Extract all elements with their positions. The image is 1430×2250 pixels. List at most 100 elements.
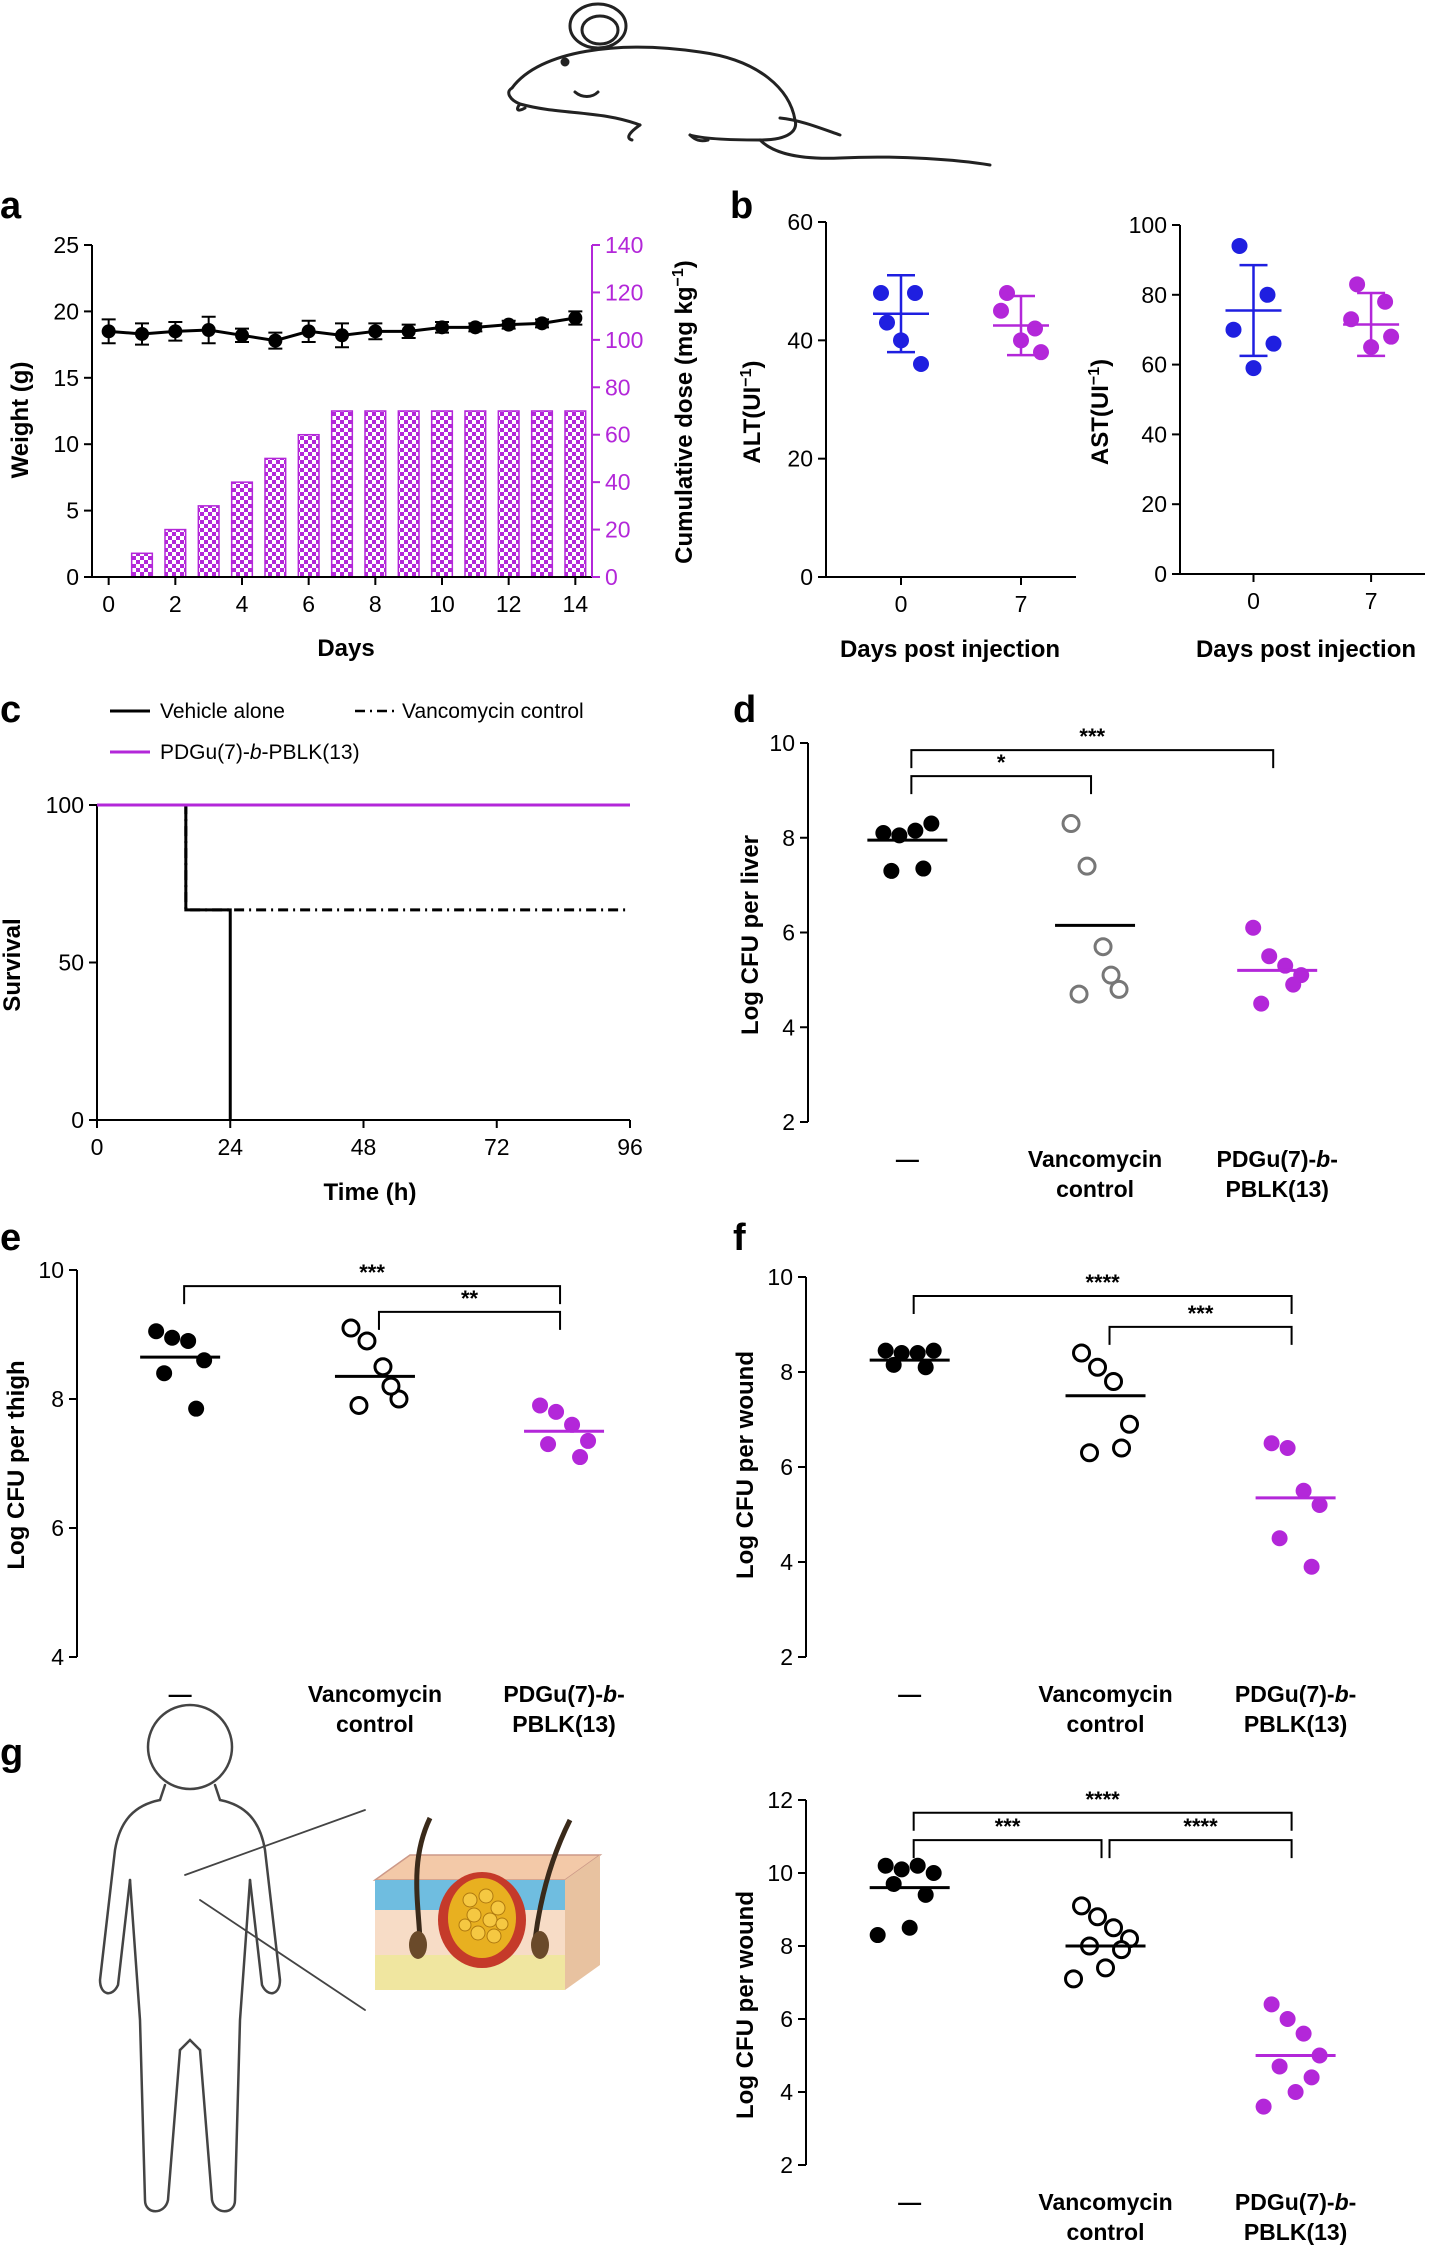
c-legend-vanco: Vancomycin control <box>402 700 584 723</box>
e-point <box>349 1395 369 1415</box>
d-point <box>883 862 900 879</box>
e-point <box>357 1331 377 1351</box>
g-point <box>909 1857 926 1874</box>
e-point <box>572 1449 589 1466</box>
a-weight-point <box>301 324 316 339</box>
panel-label-b: b <box>730 185 753 227</box>
f-point <box>1263 1435 1280 1452</box>
e-point <box>341 1318 361 1338</box>
d-sig-label: * <box>997 750 1006 775</box>
g-point <box>1295 2025 1312 2042</box>
f-ytick-label: 10 <box>767 1264 793 1290</box>
e-point <box>548 1403 565 1420</box>
g-point <box>1263 1996 1280 2013</box>
a-weight-point <box>435 320 449 335</box>
b1-point <box>1027 320 1043 337</box>
g-point <box>869 1927 886 1944</box>
e-point <box>580 1432 597 1449</box>
c-ytick-label: 0 <box>71 1107 84 1133</box>
a-y2tick-label: 100 <box>605 327 643 353</box>
f-point <box>925 1342 942 1359</box>
g-point <box>1279 2011 1296 2027</box>
e-point <box>164 1329 181 1346</box>
b2-y-label-sup: −1 <box>1086 367 1103 385</box>
e-ytick-label: 10 <box>38 1257 64 1283</box>
panel-label-c: c <box>0 689 21 731</box>
f-cat-label-line2: control <box>1067 1711 1145 1737</box>
g-sig-bracket <box>912 1839 1103 1859</box>
panel-label-g: g <box>0 1732 23 1774</box>
d-point <box>1077 856 1097 876</box>
a-dose-bar <box>397 410 420 578</box>
skin-wound-section-icon <box>372 1816 603 1990</box>
d-point <box>1093 937 1113 957</box>
g-cat-label: Vancomycin <box>1038 2189 1172 2215</box>
a-dose-bar <box>364 410 387 578</box>
a-x-label: Days <box>317 635 374 662</box>
f-sig-label: **** <box>1086 1270 1121 1295</box>
c-xtick-label: 24 <box>217 1134 243 1160</box>
chart-c: 0 24 48 72 96 0 50 100 <box>46 792 643 1160</box>
b2-point <box>1377 293 1394 310</box>
g-point <box>925 1865 942 1881</box>
a-xtick-label: 2 <box>169 591 182 617</box>
human-outline-icon <box>98 1703 366 2213</box>
e-point <box>148 1323 165 1340</box>
d-point <box>1245 919 1262 936</box>
d-y-label: Log CFU per liver <box>737 835 764 1035</box>
e-point <box>540 1436 557 1453</box>
a-weight-point <box>135 326 149 341</box>
g-point <box>1255 2098 1272 2115</box>
c-xtick-label: 96 <box>617 1134 643 1160</box>
panel-label-f: f <box>733 1217 746 1259</box>
d-cat-label: Vancomycin <box>1028 1146 1162 1172</box>
c-series-1 <box>97 803 630 912</box>
b1-y-label-tail: ) <box>739 360 766 368</box>
c-legend-vehicle: Vehicle alone <box>160 700 285 723</box>
f-cat-label: — <box>898 1681 921 1707</box>
d-cat-label-part: - <box>1330 1146 1338 1172</box>
c-legend: Vehicle alone Vancomycin control PDGu(7)… <box>110 700 584 764</box>
d-point <box>1261 948 1278 965</box>
a-xtick-label: 8 <box>369 591 382 617</box>
g-cat-label-line2: control <box>1067 2219 1145 2245</box>
g-point <box>1064 1969 1084 1989</box>
b1-ytick-label: 20 <box>787 446 813 472</box>
d-cat-label-line2: PBLK(13) <box>1225 1176 1329 1202</box>
a-y2tick-label: 60 <box>605 422 631 448</box>
f-point <box>917 1359 934 1376</box>
c-xtick-label: 48 <box>351 1134 377 1160</box>
b2-point <box>1245 360 1262 377</box>
b2-y-label: AST(UI−1) <box>1086 359 1114 465</box>
f-point <box>893 1345 910 1361</box>
e-point <box>156 1365 173 1382</box>
f-point <box>1104 1372 1124 1391</box>
f-cat-label: Vancomycin <box>1038 1681 1172 1707</box>
e-sig-label: *** <box>359 1260 385 1285</box>
f-cat-label-part: - <box>1349 1681 1357 1707</box>
g-ytick-label: 12 <box>767 1787 793 1813</box>
a-y2tick-label: 80 <box>605 374 631 400</box>
b1-ytick-label: 40 <box>787 327 813 353</box>
c-ytick-label: 100 <box>46 792 84 818</box>
g-sig-bracket <box>1108 1839 1293 1859</box>
g-point <box>1271 2058 1288 2075</box>
b1-mean-sd <box>993 294 1049 357</box>
e-cat-label-line2: control <box>336 1711 414 1737</box>
d-sig-bracket <box>910 775 1093 795</box>
f-ytick-label: 4 <box>780 1549 793 1575</box>
a-weight-point <box>335 328 349 343</box>
b2-ytick-label: 20 <box>1141 491 1167 517</box>
d-point <box>1285 976 1302 993</box>
b1-point <box>999 285 1015 301</box>
g-cat-label-part: b <box>1335 2189 1349 2215</box>
f-point <box>1120 1414 1140 1434</box>
b1-xtick-label: 7 <box>1015 591 1028 617</box>
a-ytick-label: 20 <box>53 298 79 324</box>
b2-x-label: Days post injection <box>1196 636 1416 663</box>
g-cat-label: PDGu(7)-b- <box>1235 2189 1356 2215</box>
g-point <box>1287 2084 1304 2100</box>
b1-x-label: Days post injection <box>840 636 1060 663</box>
